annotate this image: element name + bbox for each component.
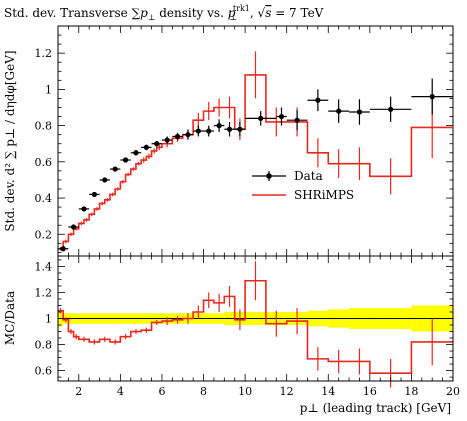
legend-shrimps-label: SHRiMPS	[294, 188, 354, 202]
shrimps-histogram	[58, 74, 453, 250]
y-tick-label: 1	[45, 83, 52, 96]
x-tick-label: 18	[404, 385, 418, 398]
data-series	[58, 78, 453, 252]
y-tick-label: 0.2	[35, 228, 53, 241]
x-tick-label: 4	[117, 385, 124, 398]
y-tick-label: 0.6	[35, 156, 53, 169]
data-point	[174, 133, 181, 140]
data-point	[112, 166, 118, 172]
data-point	[237, 126, 243, 132]
main-plot-panel: 0.2 0.4 0.6 0.8 1 1.2 Std. dev. d² ∑ p⊥ / dηd…	[3, 25, 454, 257]
x-tick-label: 20	[446, 385, 460, 398]
x-tick-label: 2	[75, 385, 82, 398]
data-point	[195, 128, 201, 134]
data-point	[143, 144, 149, 150]
data-point	[429, 94, 435, 100]
x-tick-label: 16	[363, 385, 377, 398]
data-point	[216, 123, 222, 129]
data-point	[102, 177, 108, 183]
legend-data-label: Data	[294, 169, 323, 183]
main-y-axis-label: Std. dev. d² ∑ p⊥ / dηdφ[GeV]	[3, 50, 17, 231]
data-point	[258, 115, 264, 121]
data-point	[185, 132, 191, 138]
legend-data-marker	[266, 173, 272, 179]
data-point	[70, 224, 77, 230]
data-point	[91, 191, 97, 198]
x-axis-label: p⊥ (leading track) [GeV]	[300, 401, 451, 415]
y-tick-label: 1	[45, 313, 52, 326]
y-tick-label: 0.8	[35, 120, 53, 133]
legend-item-data: Data	[252, 169, 323, 183]
y-tick-label: 1.2	[35, 47, 53, 60]
data-point	[294, 117, 300, 123]
x-tick-label: 8	[200, 385, 207, 398]
legend-item-shrimps: SHRiMPS	[252, 188, 354, 202]
data-point	[356, 109, 363, 115]
ratio-shrimps-series	[58, 261, 453, 388]
x-tick-label: 10	[238, 385, 252, 398]
shrimps-series	[58, 51, 453, 251]
data-point	[60, 246, 66, 252]
data-point	[336, 108, 342, 114]
data-point	[81, 206, 87, 212]
x-tick-label: 12	[280, 385, 294, 398]
data-point	[206, 128, 212, 134]
data-point	[315, 97, 321, 103]
y-tick-label: 0.4	[35, 192, 53, 205]
data-point	[278, 113, 285, 120]
data-point	[154, 141, 160, 147]
y-tick-label: 0.8	[35, 339, 53, 352]
ratio-y-axis-label: MC/Data	[3, 291, 17, 345]
data-point	[226, 126, 233, 132]
legend: Data SHRiMPS	[252, 169, 354, 202]
data-point	[164, 137, 170, 143]
ratio-plot-panel: 2 4 6 8 10 12 14 16 18 20 0.6 0.8 1 1.2 1.4 MC/Data p⊥…	[3, 255, 460, 415]
data-point	[133, 150, 139, 156]
ratio-shrimps-histogram	[58, 279, 453, 374]
y-tick-label: 1.4	[35, 260, 53, 273]
data-point	[122, 157, 129, 163]
y-tick-label: 1.2	[35, 286, 53, 299]
ratio-axis-ticks: 2 4 6 8 10 12 14 16 18 20 0.6 0.8 1 1.2 1.4	[35, 256, 460, 398]
y-tick-label: 0.6	[35, 365, 53, 378]
x-tick-label: 14	[321, 385, 335, 398]
chart-title: Std. dev. Transverse ∑p⊥ density vs. p⊥t…	[4, 4, 324, 22]
x-tick-label: 6	[158, 385, 165, 398]
data-point	[388, 106, 394, 112]
main-axis-ticks: 0.2 0.4 0.6 0.8 1 1.2	[35, 25, 454, 256]
